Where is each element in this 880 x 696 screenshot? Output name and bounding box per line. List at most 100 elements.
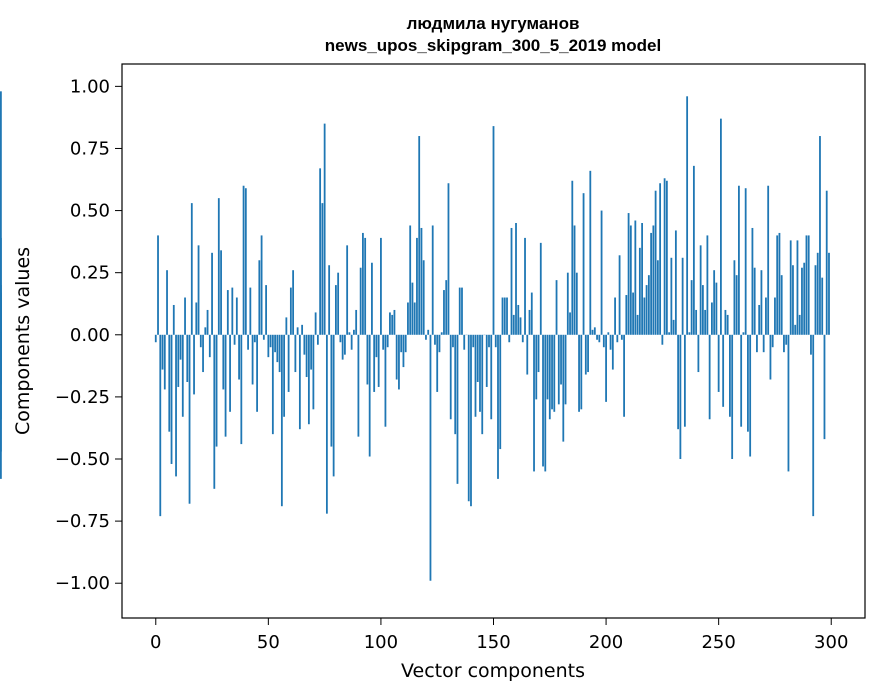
bar — [186, 334, 189, 382]
bar — [578, 334, 580, 412]
x-axis-ticks: 0 50 100 150 200 250 300 — [150, 618, 848, 653]
bar — [220, 250, 222, 335]
bar — [211, 252, 213, 335]
bar — [380, 237, 382, 335]
bar — [325, 334, 328, 514]
bar — [222, 334, 225, 390]
bar — [580, 334, 583, 410]
bar — [332, 334, 335, 477]
bar — [443, 290, 445, 335]
bar — [643, 297, 646, 335]
bar — [665, 180, 668, 335]
bar — [231, 287, 234, 335]
bar — [409, 225, 412, 335]
bar — [575, 272, 578, 335]
bar — [623, 334, 625, 417]
bar — [620, 334, 623, 340]
bar — [454, 334, 457, 435]
bar — [188, 334, 191, 504]
bar — [780, 275, 783, 335]
bar — [166, 270, 168, 335]
bar — [512, 314, 515, 335]
bar — [503, 297, 506, 335]
bar — [278, 334, 281, 373]
bar — [474, 334, 477, 417]
y-tick-label: 0.50 — [70, 201, 110, 222]
bar — [519, 317, 522, 335]
bar — [785, 334, 788, 345]
bar — [463, 334, 466, 350]
bar — [618, 255, 621, 335]
bar — [195, 302, 198, 335]
bar — [249, 287, 252, 335]
bar — [402, 334, 405, 368]
bar — [596, 334, 598, 340]
bar — [269, 334, 272, 348]
bar — [810, 334, 812, 355]
bar — [767, 185, 770, 335]
bar — [348, 332, 351, 335]
bar — [163, 334, 166, 390]
bar — [418, 136, 421, 335]
bar — [697, 334, 700, 373]
bar — [215, 334, 218, 447]
bar — [598, 334, 601, 343]
bar — [479, 334, 481, 412]
bar — [742, 332, 745, 335]
bar — [607, 332, 610, 335]
bar — [589, 170, 592, 335]
bars-group — [0, 91, 830, 581]
bar — [654, 190, 657, 335]
bar — [517, 304, 520, 335]
bar — [584, 334, 587, 375]
bar — [321, 203, 324, 335]
bar — [521, 334, 524, 343]
bar — [226, 290, 229, 335]
bar — [663, 178, 666, 335]
bar — [172, 304, 175, 335]
bar — [765, 297, 767, 335]
bar — [823, 334, 826, 440]
bar — [821, 277, 824, 335]
bar — [560, 334, 562, 385]
bar — [749, 334, 752, 457]
bar — [341, 334, 344, 360]
y-axis-label: Components values — [12, 247, 34, 435]
bar — [328, 265, 331, 335]
bar — [287, 334, 290, 392]
bar — [260, 235, 263, 335]
bar — [312, 334, 315, 410]
bar — [638, 247, 641, 335]
bar — [794, 324, 797, 335]
bar — [524, 237, 526, 335]
bar — [492, 126, 495, 335]
bar — [591, 329, 594, 335]
bar — [686, 96, 689, 335]
bar — [690, 280, 693, 335]
bar — [404, 334, 407, 353]
bar — [497, 334, 499, 479]
bar — [429, 334, 432, 581]
bar — [659, 183, 662, 335]
bar — [688, 332, 691, 335]
bar — [611, 334, 614, 370]
bar — [337, 272, 340, 335]
bar — [427, 329, 430, 335]
bar — [262, 334, 265, 340]
bar — [792, 265, 794, 335]
bar — [350, 334, 353, 350]
bar — [298, 334, 301, 430]
bar — [456, 334, 459, 484]
bar — [751, 227, 754, 335]
bar — [798, 314, 801, 335]
bar — [816, 252, 819, 335]
bar — [411, 282, 414, 335]
bar — [357, 334, 360, 437]
bar — [672, 319, 675, 335]
bar — [276, 334, 279, 363]
bar — [771, 334, 774, 348]
bar — [740, 334, 743, 427]
bar — [296, 327, 299, 335]
bar — [515, 223, 517, 335]
